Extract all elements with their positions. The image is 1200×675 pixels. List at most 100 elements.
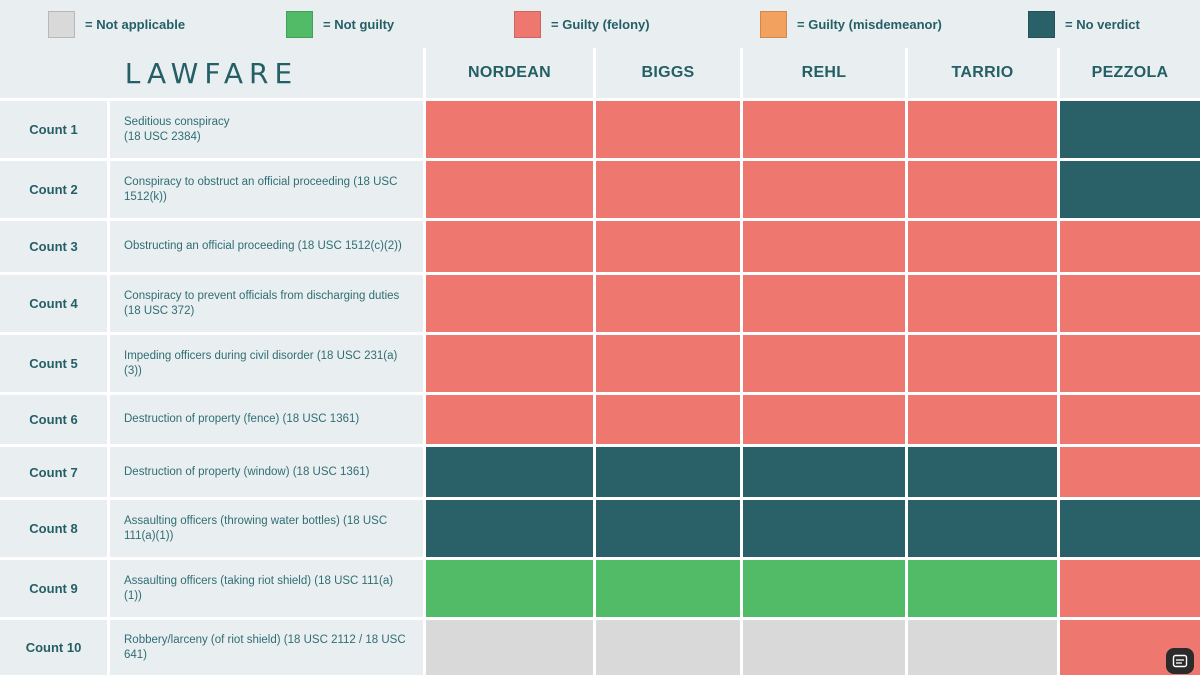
verdict-cell-biggs-count-8 (596, 500, 740, 557)
verdict-cell-biggs-count-7 (596, 447, 740, 497)
verdict-table: LAWFARE NORDEAN BIGGS REHL TARRIO PEZZOLA Coun… (0, 48, 1200, 675)
verdict-cell-biggs-count-3 (596, 221, 740, 272)
legend-label: = Guilty (misdemeanor) (797, 17, 942, 32)
verdict-cell-biggs-count-5 (596, 335, 740, 392)
charge-text: Destruction of property (fence) (18 USC … (124, 413, 360, 425)
legend-label: = Guilty (felony) (551, 17, 650, 32)
legend-swatch-no-verdict (1028, 11, 1055, 38)
charge-description: Assaulting officers (taking riot shield)… (110, 560, 423, 617)
verdict-cell-rehl-count-1 (743, 101, 905, 158)
legend-item-not-applicable: = Not applicable (48, 11, 185, 38)
verdict-cell-rehl-count-9 (743, 560, 905, 617)
verdict-cell-tarrio-count-2 (908, 161, 1057, 218)
count-label: Count 2 (0, 161, 107, 218)
verdict-cell-pezzola-count-7 (1060, 447, 1200, 497)
verdict-cell-biggs-count-9 (596, 560, 740, 617)
verdict-cell-rehl-count-7 (743, 447, 905, 497)
verdict-cell-tarrio-count-5 (908, 335, 1057, 392)
legend-item-no-verdict: = No verdict (1028, 11, 1140, 38)
charge-text: Robbery/larceny (of riot shield) (18 USC… (124, 633, 406, 661)
caption-icon[interactable] (1166, 648, 1194, 674)
verdict-cell-tarrio-count-7 (908, 447, 1057, 497)
legend-label: = Not applicable (85, 17, 186, 32)
caption-glyph-icon (1172, 654, 1188, 668)
column-header-tarrio: TARRIO (908, 48, 1057, 98)
column-header-pezzola: PEZZOLA (1060, 48, 1200, 98)
verdict-cell-pezzola-count-8 (1060, 500, 1200, 557)
verdict-cell-pezzola-count-2 (1060, 161, 1200, 218)
verdict-cell-pezzola-count-9 (1060, 560, 1200, 617)
charge-text: Seditious conspiracy (18 USC 2384) (124, 115, 230, 143)
verdict-cell-pezzola-count-5 (1060, 335, 1200, 392)
verdict-cell-nordean-count-10 (426, 620, 593, 675)
charge-description: Assaulting officers (throwing water bott… (110, 500, 423, 557)
verdict-cell-tarrio-count-4 (908, 275, 1057, 332)
verdict-cell-nordean-count-4 (426, 275, 593, 332)
charge-description: Destruction of property (fence) (18 USC … (110, 395, 423, 444)
verdict-cell-pezzola-count-1 (1060, 101, 1200, 158)
legend-label: = Not guilty (323, 17, 395, 32)
legend-swatch-not-guilty (286, 11, 313, 38)
count-label: Count 7 (0, 447, 107, 497)
count-label: Count 10 (0, 620, 107, 675)
column-header-biggs: BIGGS (596, 48, 740, 98)
charge-text: Impeding officers during civil disorder … (124, 349, 398, 377)
column-header-rehl: REHL (743, 48, 905, 98)
verdict-cell-rehl-count-5 (743, 335, 905, 392)
verdict-cell-nordean-count-8 (426, 500, 593, 557)
verdict-cell-nordean-count-9 (426, 560, 593, 617)
charge-description: Destruction of property (window) (18 USC… (110, 447, 423, 497)
count-label: Count 9 (0, 560, 107, 617)
charge-text: Conspiracy to obstruct an official proce… (124, 175, 398, 203)
charge-text: Obstructing an official proceeding (18 U… (124, 240, 402, 252)
verdict-cell-rehl-count-3 (743, 221, 905, 272)
count-label: Count 8 (0, 500, 107, 557)
legend-swatch-guilty-misdemeanor (760, 11, 787, 38)
verdict-cell-pezzola-count-3 (1060, 221, 1200, 272)
legend-swatch-guilty-felony (514, 11, 541, 38)
charge-description: Conspiracy to obstruct an official proce… (110, 161, 423, 218)
charge-text: Assaulting officers (throwing water bott… (124, 514, 388, 542)
logo: LAWFARE (0, 48, 423, 98)
charge-description: Impeding officers during civil disorder … (110, 335, 423, 392)
logo-text: LAWFARE (124, 56, 299, 90)
verdict-cell-nordean-count-6 (426, 395, 593, 444)
legend-label: = No verdict (1065, 17, 1140, 32)
verdict-cell-tarrio-count-10 (908, 620, 1057, 675)
verdict-cell-nordean-count-3 (426, 221, 593, 272)
legend-item-guilty-felony: = Guilty (felony) (514, 11, 650, 38)
charge-text: Conspiracy to prevent officials from dis… (124, 289, 400, 317)
verdict-cell-biggs-count-2 (596, 161, 740, 218)
verdict-cell-tarrio-count-8 (908, 500, 1057, 557)
verdict-cell-rehl-count-2 (743, 161, 905, 218)
charge-text: Assaulting officers (taking riot shield)… (124, 574, 394, 602)
verdict-cell-rehl-count-4 (743, 275, 905, 332)
verdict-cell-tarrio-count-9 (908, 560, 1057, 617)
verdict-cell-rehl-count-6 (743, 395, 905, 444)
verdict-cell-pezzola-count-6 (1060, 395, 1200, 444)
verdict-cell-rehl-count-8 (743, 500, 905, 557)
verdict-cell-biggs-count-1 (596, 101, 740, 158)
verdict-cell-rehl-count-10 (743, 620, 905, 675)
verdict-cell-tarrio-count-3 (908, 221, 1057, 272)
verdict-cell-biggs-count-4 (596, 275, 740, 332)
verdict-cell-tarrio-count-1 (908, 101, 1057, 158)
count-label: Count 5 (0, 335, 107, 392)
charge-text: Destruction of property (window) (18 USC… (124, 465, 370, 478)
verdict-cell-nordean-count-7 (426, 447, 593, 497)
verdict-cell-biggs-count-6 (596, 395, 740, 444)
verdict-cell-nordean-count-5 (426, 335, 593, 392)
verdict-cell-nordean-count-2 (426, 161, 593, 218)
legend-swatch-not-applicable (48, 11, 75, 38)
count-label: Count 1 (0, 101, 107, 158)
legend-item-not-guilty: = Not guilty (286, 11, 394, 38)
verdict-cell-biggs-count-10 (596, 620, 740, 675)
charge-description: Conspiracy to prevent officials from dis… (110, 275, 423, 332)
count-label: Count 6 (0, 395, 107, 444)
legend: = Not applicable = Not guilty = Guilty (… (0, 0, 1200, 48)
count-label: Count 4 (0, 275, 107, 332)
column-header-nordean: NORDEAN (426, 48, 593, 98)
count-label: Count 3 (0, 221, 107, 272)
charge-description: Obstructing an official proceeding (18 U… (110, 221, 423, 272)
charge-description: Robbery/larceny (of riot shield) (18 USC… (110, 620, 423, 675)
